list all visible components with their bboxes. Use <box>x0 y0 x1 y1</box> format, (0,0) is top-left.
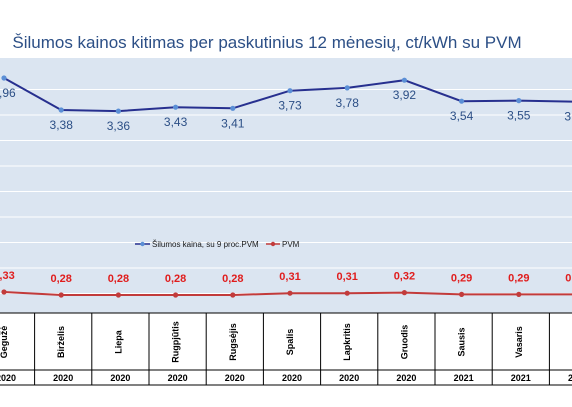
heat-price-point <box>58 107 64 113</box>
heat-price-point <box>459 98 465 104</box>
heat-price-data-label: 3,73 <box>278 99 302 113</box>
vat-point <box>344 290 350 296</box>
vat-point <box>401 290 407 296</box>
heat-price-line <box>3 77 572 113</box>
vat-data-label: 0,32 <box>394 271 415 283</box>
vat-point <box>516 291 522 297</box>
heat-price-point <box>230 105 236 111</box>
month-tick-label: Lapkritis <box>342 323 352 361</box>
month-tick-label: Birželis <box>56 326 66 358</box>
heat-price-data-label: 3,55 <box>507 109 531 123</box>
heat-price-point <box>401 77 407 83</box>
heat-price-data-label: 3,38 <box>50 118 74 132</box>
heat-price-point <box>115 108 121 114</box>
heat-price-data-label: 3,54 <box>450 109 474 123</box>
legend-vat-label: PVM <box>282 240 300 249</box>
vat-line <box>3 291 572 296</box>
vat-data-label: 0,28 <box>50 273 71 285</box>
year-tick-label: 2020 <box>396 373 416 383</box>
heat-price-data-label: 3,96 <box>0 86 16 100</box>
year-tick-label: 2020 <box>53 373 73 383</box>
legend: Šilumos kaina, su 9 proc.PVM PVM <box>135 240 300 249</box>
year-tick-label: 2020 <box>0 373 16 383</box>
vat-point <box>115 292 121 298</box>
heat-price-point <box>173 104 179 110</box>
legend-vat-marker <box>270 241 276 247</box>
vat-data-label: 0,29 <box>451 272 472 284</box>
vat-data-label: 0,28 <box>165 273 186 285</box>
legend-heat-price-label: Šilumos kaina, su 9 proc.PVM <box>152 240 259 249</box>
year-tick-label: 2021 <box>454 373 474 383</box>
vat-data-label: 0,33 <box>0 270 15 282</box>
chart-title: Šilumos kainos kitimas per paskutinius 1… <box>12 33 521 52</box>
month-tick-label: Sausis <box>457 327 467 356</box>
vat-data-label: 0,28 <box>108 273 129 285</box>
legend-heat-price-marker <box>140 241 145 247</box>
month-tick-label: Vasaris <box>514 326 524 358</box>
heat-price-data-label: 3,78 <box>336 96 360 110</box>
month-tick-label: Liepa <box>113 329 123 354</box>
year-tick-label: 2020 <box>339 373 359 383</box>
heat-price-point <box>1 75 7 81</box>
vat-data-label: 0,31 <box>336 271 357 283</box>
vat-point <box>230 292 236 298</box>
vat-point <box>287 290 293 296</box>
heat-price-data-label: 3,53 <box>564 110 572 124</box>
heat-price-point <box>344 85 350 91</box>
month-tick-label: Rugsėjis <box>228 323 238 361</box>
heat-price-point <box>516 98 522 104</box>
heat-price-point <box>287 88 293 94</box>
heat-price-data-label: 3,43 <box>164 115 188 129</box>
year-tick-label: 2021 <box>511 373 531 383</box>
year-tick-label: 2020 <box>110 373 130 383</box>
month-tick-label: Rugpjūtis <box>171 321 181 363</box>
heat-price-data-label: 3,36 <box>107 119 131 133</box>
vat-data-label: 0,29 <box>565 272 572 284</box>
month-tick-label: Gruodis <box>399 325 409 360</box>
vat-point <box>58 292 64 298</box>
year-tick-label: 2020 <box>168 373 188 383</box>
gridlines <box>0 89 572 294</box>
heat-price-data-label: 3,92 <box>393 88 417 102</box>
year-tick-label: 2020 <box>225 373 245 383</box>
month-tick-label: Spalis <box>285 329 295 356</box>
month-tick-label: Gegužė <box>0 326 9 359</box>
vat-point <box>173 292 179 298</box>
vat-point <box>459 291 465 297</box>
vat-data-label: 0,29 <box>508 272 529 284</box>
year-tick-label: 2020 <box>282 373 302 383</box>
category-axis-table: Gegužė 2020 Birželis 2020 Liepa 2020 Rugpjūtis… <box>0 312 572 386</box>
vat-data-label: 0,28 <box>222 273 243 285</box>
vat-data-label: 0,31 <box>279 271 300 283</box>
heat-price-data-label: 3,41 <box>221 116 245 130</box>
vat-point <box>1 289 7 295</box>
series-vat: 0,33 0,28 0,28 0,28 0,28 0,31 0,31 0,32 0,29 0,29… <box>0 270 572 298</box>
series-heat-price: 3,96 3,38 3,36 3,43 3,41 3,73 3,78 3,92 3,54 3,55… <box>0 75 572 133</box>
year-tick-label: 2021 <box>568 373 572 383</box>
